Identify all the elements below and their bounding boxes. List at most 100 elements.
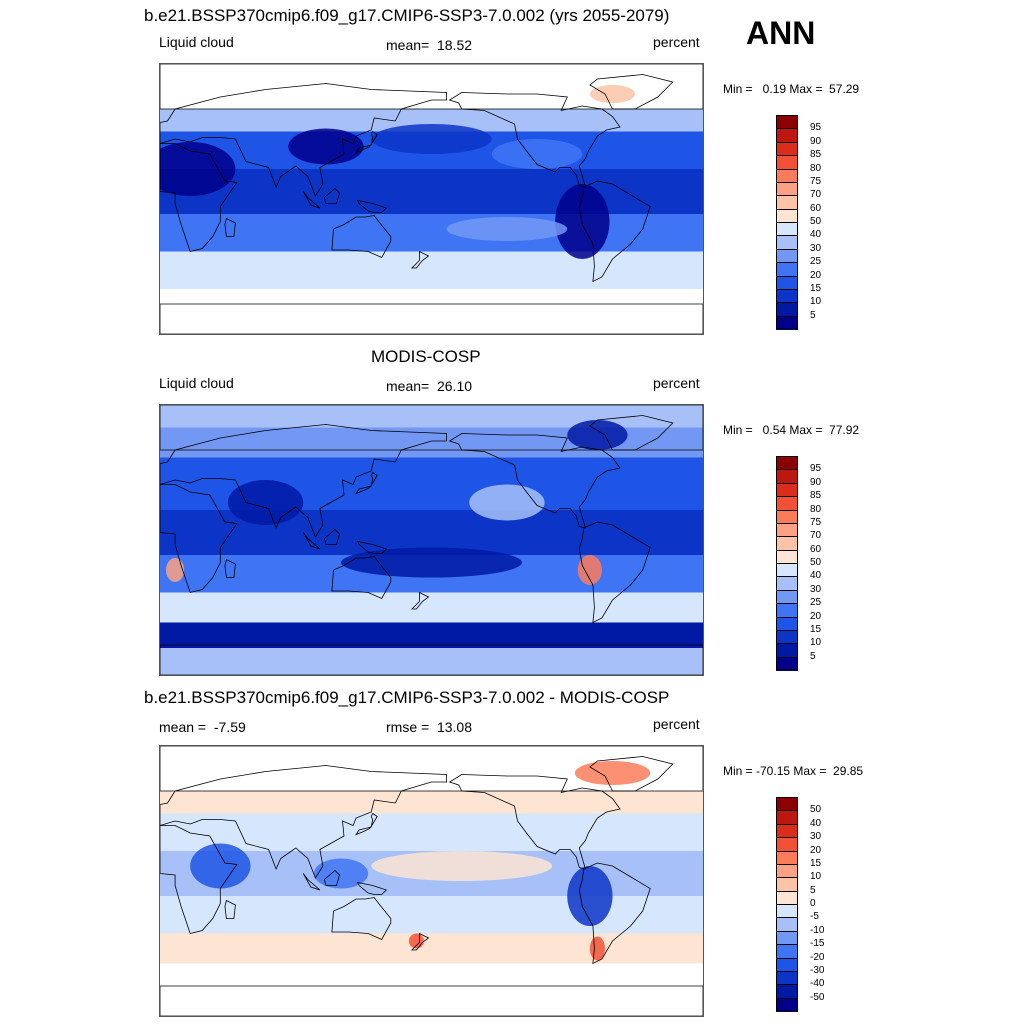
season-annotation: ANN bbox=[746, 15, 816, 51]
coastline bbox=[578, 862, 651, 965]
colorbar-tick-label: 60 bbox=[810, 543, 822, 555]
colorbar-box bbox=[776, 850, 798, 865]
coastline bbox=[410, 250, 430, 269]
coastline bbox=[331, 215, 392, 259]
colorbar-tick-label: 10 bbox=[810, 637, 822, 649]
colorbar-tick-label: 85 bbox=[810, 490, 822, 502]
coastline bbox=[224, 899, 236, 919]
colorbar-tick-label: 30 bbox=[810, 242, 822, 254]
colorbar-tick-label: 95 bbox=[810, 463, 822, 475]
colorbar-box bbox=[776, 944, 798, 958]
mean-label: mean = -7.59 bbox=[159, 719, 246, 735]
colorbar-tick-label: 10 bbox=[810, 296, 822, 308]
colorbar-box bbox=[776, 115, 798, 129]
min-max-label: Min = 0.19 Max = 57.29 bbox=[723, 82, 860, 96]
colorbar-tick-label: 95 bbox=[810, 122, 822, 134]
latitude-band bbox=[160, 813, 703, 851]
coastline bbox=[355, 812, 378, 836]
coastline bbox=[331, 556, 392, 600]
coastline bbox=[356, 199, 388, 213]
colorbar-tick-label: -15 bbox=[810, 938, 825, 950]
colorbar-tick-label: 5 bbox=[810, 884, 816, 896]
colorbar-tick-label: 15 bbox=[810, 282, 822, 294]
panel-title: b.e21.BSSP370cmip6.f09_g17.CMIP6-SSP3-7.… bbox=[144, 6, 670, 25]
colorbar-box bbox=[776, 629, 798, 644]
colorbar-box bbox=[776, 482, 798, 497]
latitude-band bbox=[160, 896, 703, 934]
coastline bbox=[160, 303, 703, 334]
coastline bbox=[323, 528, 340, 545]
colorbar-box bbox=[776, 208, 798, 223]
latitude-band bbox=[160, 169, 703, 214]
field-feature bbox=[567, 420, 628, 450]
colorbar-box bbox=[776, 837, 798, 851]
map-panel-difference bbox=[159, 745, 704, 1017]
colorbar-tick-label: 50 bbox=[810, 557, 822, 568]
colorbar-box bbox=[776, 288, 798, 303]
coastline bbox=[331, 897, 392, 941]
colorbar-tick-label: -20 bbox=[810, 951, 825, 963]
colorbar-box bbox=[776, 549, 798, 564]
colorbar-tick-label: 75 bbox=[810, 175, 822, 187]
colorbar-tick-label: 15 bbox=[810, 623, 822, 635]
coastline bbox=[323, 187, 340, 204]
colorbar-box bbox=[776, 930, 798, 945]
colorbar-tick-label: 25 bbox=[810, 256, 822, 268]
colorbar-tick-label: 90 bbox=[810, 135, 822, 147]
colorbar-box bbox=[776, 469, 798, 484]
colorbar-box bbox=[776, 141, 798, 156]
latitude-band bbox=[160, 251, 703, 289]
coastline bbox=[224, 217, 236, 237]
field-feature bbox=[574, 761, 651, 785]
colorbar-box bbox=[776, 302, 798, 317]
latitude-band bbox=[160, 592, 703, 623]
mean-label: mean= 18.52 bbox=[386, 37, 473, 53]
colorbar-box bbox=[776, 235, 798, 250]
colorbar-box bbox=[776, 890, 798, 905]
coastline bbox=[589, 74, 674, 110]
field-feature bbox=[288, 128, 364, 165]
coastline bbox=[224, 558, 236, 578]
coastline bbox=[160, 484, 238, 593]
colorbar-tick-label: 70 bbox=[810, 189, 822, 201]
colorbar-box bbox=[776, 275, 798, 290]
colorbar-tick-label: 25 bbox=[810, 597, 822, 609]
colorbar-tick-label: 40 bbox=[810, 229, 822, 241]
colorbar-box bbox=[776, 128, 798, 143]
field-feature bbox=[166, 558, 185, 582]
coastline bbox=[589, 756, 674, 792]
map-field bbox=[160, 746, 703, 1016]
field-feature bbox=[371, 124, 492, 154]
colorbar: 50 40 30 20 15 10 5 0 -5 -10 -15 -20 -30 -40 -50 bbox=[776, 797, 846, 1012]
colorbar-box bbox=[776, 997, 798, 1012]
colorbar-box bbox=[776, 168, 798, 183]
colorbar-box bbox=[776, 603, 798, 617]
coastline bbox=[160, 644, 703, 675]
latitude-band bbox=[160, 933, 703, 964]
rmse-label: rmse = 13.08 bbox=[386, 719, 472, 735]
colorbar-box bbox=[776, 509, 798, 524]
coastline bbox=[578, 180, 651, 283]
field-feature bbox=[577, 555, 602, 585]
colorbar-box bbox=[776, 315, 798, 330]
colorbar: 95 90 85 80 75 70 60 50 40 30 25 20 15 10 5 bbox=[776, 115, 846, 330]
coastline bbox=[302, 532, 321, 550]
latitude-band bbox=[160, 289, 703, 334]
latitude-band bbox=[160, 963, 703, 1016]
colorbar-box bbox=[776, 536, 798, 551]
coastline bbox=[160, 143, 238, 252]
colorbar-tick-label: 40 bbox=[810, 570, 822, 582]
colorbar-tick-label: -5 bbox=[810, 911, 819, 923]
field-feature bbox=[491, 139, 583, 169]
variable-label: Liquid cloud bbox=[159, 34, 234, 50]
colorbar-tick-label: 90 bbox=[810, 476, 822, 488]
colorbar-box bbox=[776, 917, 798, 932]
latitude-band bbox=[160, 622, 703, 648]
map-field bbox=[160, 405, 703, 675]
coastline bbox=[160, 765, 448, 879]
colorbar-tick-label: 15 bbox=[810, 857, 822, 869]
colorbar-box bbox=[776, 522, 798, 537]
coastline bbox=[160, 746, 703, 792]
latitude-band bbox=[160, 648, 703, 675]
colorbar-tick-label: 30 bbox=[810, 831, 822, 843]
